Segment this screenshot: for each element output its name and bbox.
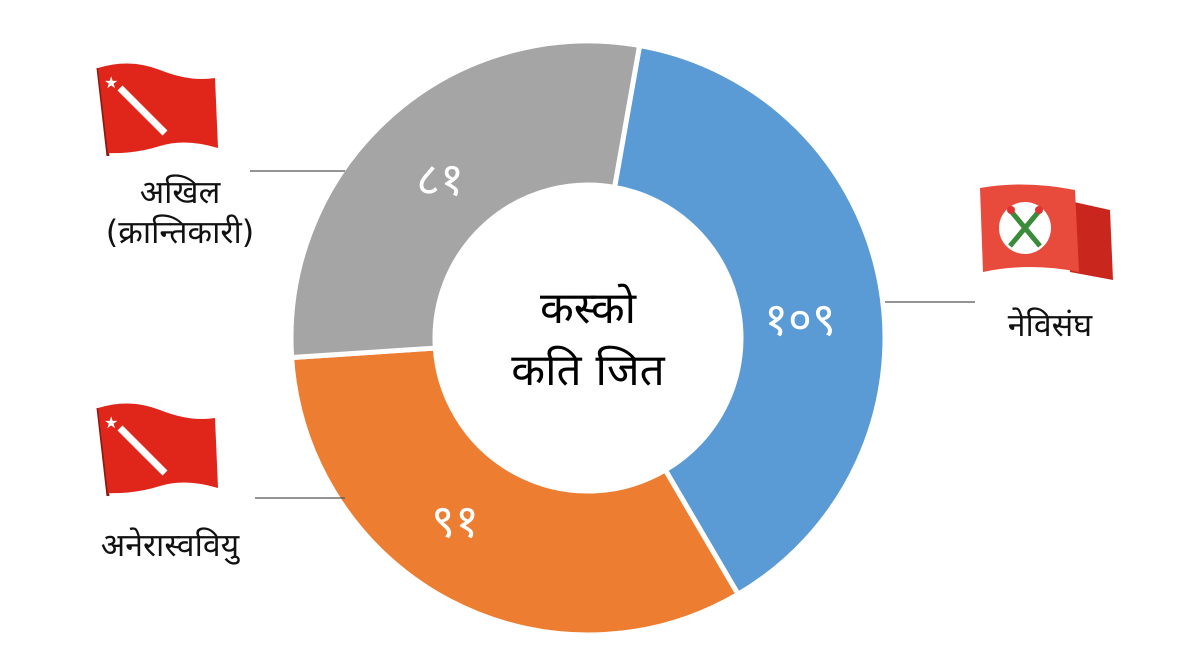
- chart-title-line-1: कस्को: [539, 283, 637, 334]
- chart-title: कस्को कति जित: [468, 278, 708, 402]
- label-nevisangh: नेविसंघ: [1007, 306, 1093, 344]
- chart-title-line-2: कति जित: [511, 345, 665, 396]
- value-label-nevisangh: १०९: [764, 292, 836, 346]
- donut-slice-1: [288, 345, 742, 638]
- donut-slice-2: [288, 38, 643, 361]
- value-label-akhil: ८१: [416, 152, 464, 206]
- akhil-flag-icon: ★: [96, 63, 218, 157]
- svg-text:★: ★: [104, 73, 118, 92]
- nevisangh-flag-icon: [980, 184, 1113, 280]
- value-label-aneraswaviyu: ९१: [431, 494, 479, 548]
- label-akhil-line-2: (क्रान्तिकारी): [105, 213, 255, 251]
- label-aneraswaviyu: अनेरास्ववियु: [100, 526, 240, 564]
- svg-text:★: ★: [104, 413, 118, 432]
- aneraswaviyu-flag-icon: ★: [96, 403, 218, 497]
- donut-slice-0: [611, 42, 888, 598]
- label-akhil: अखिल (क्रान्तिकारी): [60, 172, 300, 252]
- label-akhil-line-1: अखिल: [139, 173, 221, 211]
